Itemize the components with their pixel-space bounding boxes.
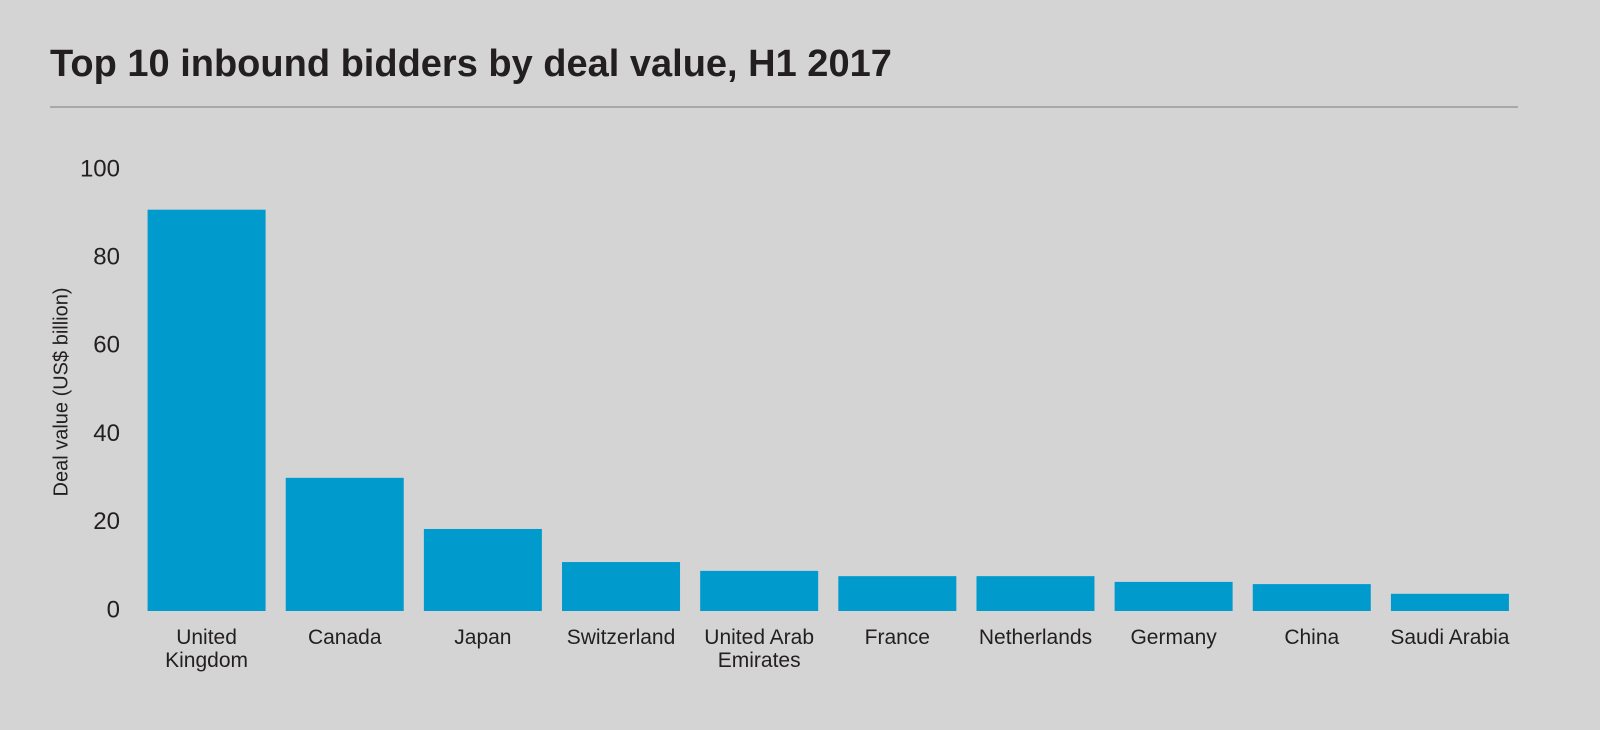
- bar: [147, 209, 266, 611]
- x-tick-label: Saudi Arabia: [1390, 626, 1510, 649]
- x-tick-label: United Kingdom: [165, 626, 248, 672]
- x-tick-label: Netherlands: [978, 626, 1093, 649]
- bar: [562, 562, 681, 611]
- bar: [700, 570, 819, 611]
- x-tick-label: Canada: [307, 626, 382, 649]
- bar: [1114, 581, 1233, 611]
- bar: [976, 576, 1095, 611]
- x-tick-label: Japan: [454, 626, 512, 649]
- bar: [838, 576, 957, 611]
- x-tick-label: United Arab Emirates: [704, 626, 815, 672]
- bar: [1390, 593, 1509, 611]
- y-tick-label: 80: [93, 244, 120, 271]
- bar: [1252, 584, 1371, 611]
- bar: [423, 528, 542, 611]
- y-tick-label: 0: [107, 596, 120, 623]
- y-tick-label: 100: [80, 155, 120, 182]
- x-tick-label: China: [1284, 626, 1340, 649]
- y-tick-label: 60: [93, 332, 120, 359]
- x-tick-label: Switzerland: [566, 626, 676, 649]
- y-axis-label: Deal value (US$ billion): [50, 288, 72, 497]
- bar: [285, 477, 404, 611]
- y-tick-label: 40: [93, 420, 120, 447]
- x-tick-label: France: [864, 626, 930, 649]
- x-tick-label: Germany: [1130, 626, 1217, 649]
- chart-title: Top 10 inbound bidders by deal value, H1…: [50, 43, 892, 85]
- y-tick-label: 20: [93, 508, 120, 535]
